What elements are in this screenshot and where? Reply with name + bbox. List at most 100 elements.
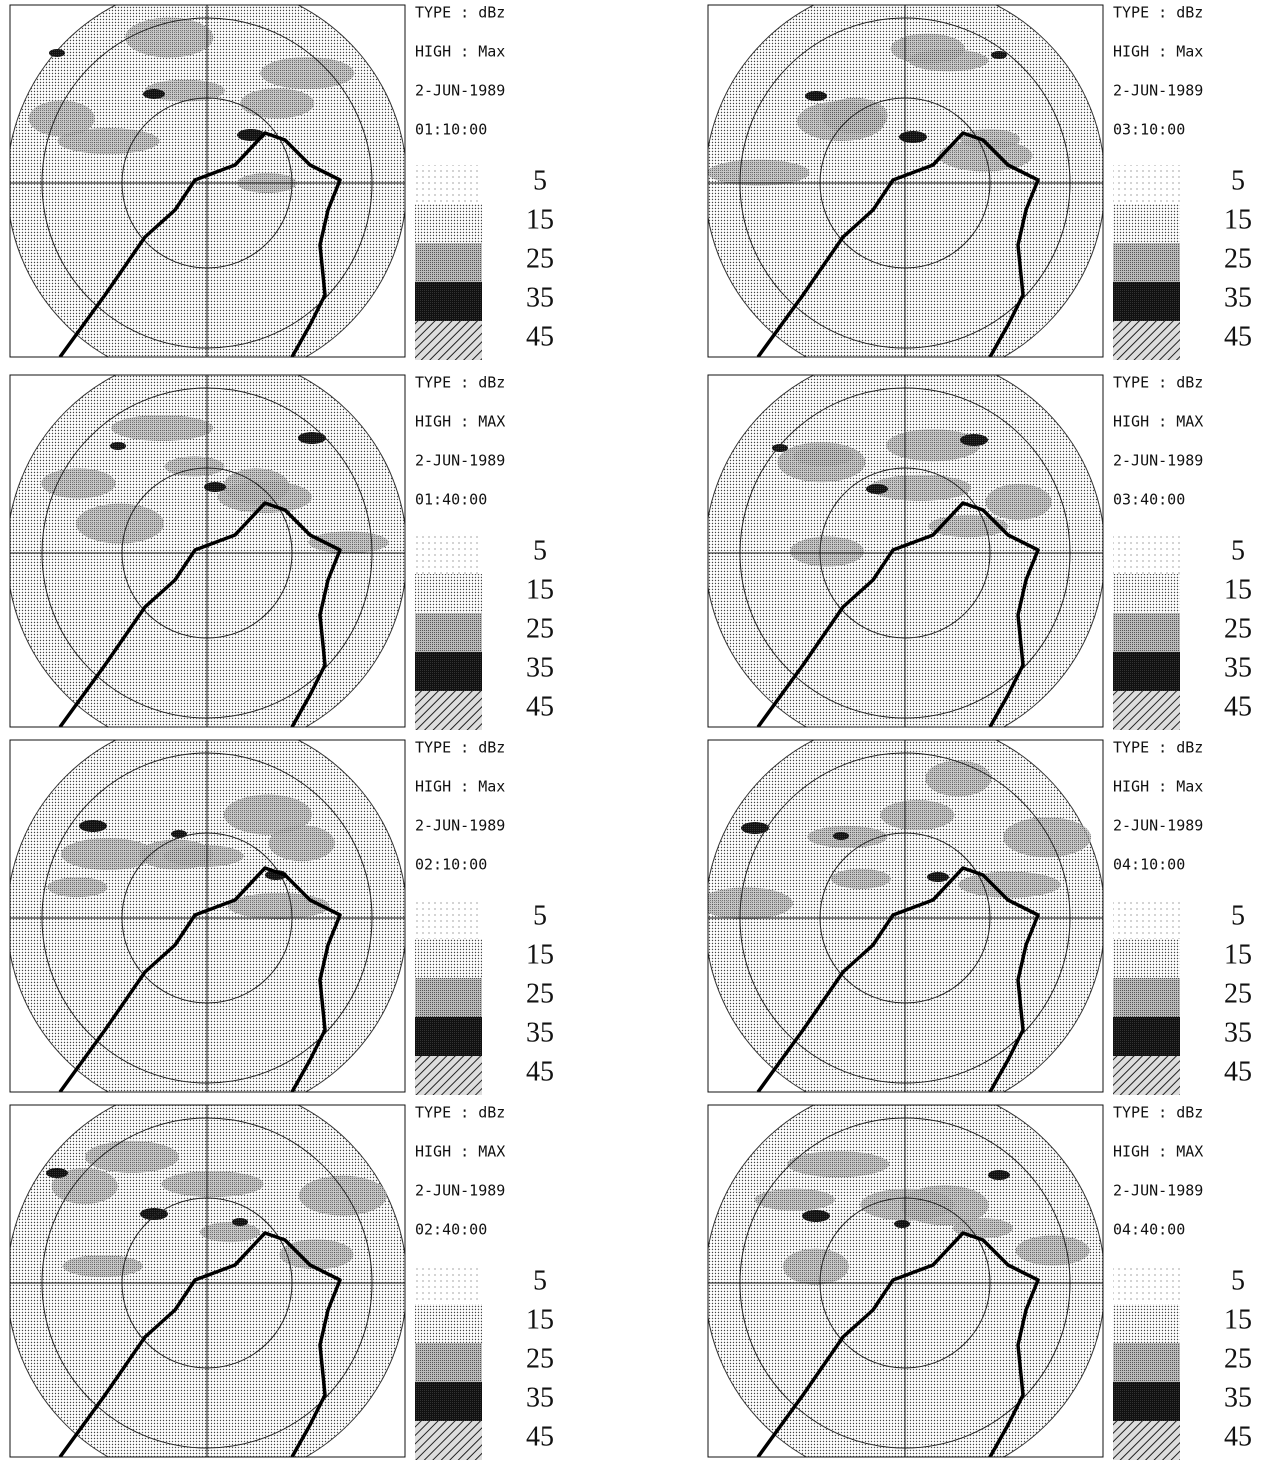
echo-core <box>894 1220 910 1228</box>
info-high: HIGH : Max <box>415 778 505 796</box>
echo-area <box>699 887 793 919</box>
legend-swatch <box>415 282 482 321</box>
legend-label: 45 <box>1224 1421 1252 1452</box>
legend-label: 5 <box>1231 900 1245 931</box>
echo-area <box>831 869 891 889</box>
legend-swatch <box>1113 282 1180 321</box>
info-time: 04:10:00 <box>1113 856 1185 874</box>
echo-core <box>805 91 827 101</box>
echo-area <box>260 57 354 89</box>
info-high: HIGH : MAX <box>1113 413 1203 431</box>
legend-swatch <box>415 1382 482 1421</box>
echo-area <box>111 415 213 441</box>
info-date: 2-JUN-1989 <box>1113 452 1203 470</box>
legend-label: 5 <box>1231 165 1245 196</box>
radar-image <box>7 0 407 383</box>
echo-core <box>802 1210 830 1222</box>
info-type: TYPE : dBz <box>415 739 505 757</box>
legend-swatch <box>415 243 482 282</box>
echo-core <box>79 820 107 832</box>
legend-label: 5 <box>533 1265 547 1296</box>
info-time: 02:40:00 <box>415 1221 487 1239</box>
legend-label: 5 <box>1231 1265 1245 1296</box>
echo-area <box>47 877 107 897</box>
info-date: 2-JUN-1989 <box>1113 1182 1203 1200</box>
legend-swatch <box>415 204 482 243</box>
info-high: HIGH : MAX <box>415 1143 505 1161</box>
echo-core <box>143 89 165 99</box>
radar-panel: TYPE : dBzHIGH : Max2-JUN-198901:10:0051… <box>7 0 554 383</box>
legend-label: 45 <box>526 1421 554 1452</box>
legend-swatch <box>1113 165 1180 204</box>
echo-area <box>1003 817 1091 857</box>
radar-image <box>699 718 1105 1118</box>
legend-label: 25 <box>1224 243 1252 274</box>
info-type: TYPE : dBz <box>415 374 505 392</box>
legend-label: 15 <box>1224 204 1252 235</box>
legend-label: 35 <box>526 652 554 683</box>
legend-swatch <box>415 1265 482 1304</box>
info-time: 01:10:00 <box>415 121 487 139</box>
legend-swatch <box>415 165 482 204</box>
echo-area <box>908 49 988 71</box>
echo-core <box>49 49 65 57</box>
legend-swatch <box>1113 574 1180 613</box>
info-type: TYPE : dBz <box>1113 739 1203 757</box>
legend-label: 45 <box>526 1056 554 1087</box>
echo-area <box>707 160 809 186</box>
legend-swatch <box>415 900 482 939</box>
legend-label: 15 <box>526 939 554 970</box>
echo-area <box>777 442 865 482</box>
info-time: 03:40:00 <box>1113 491 1185 509</box>
legend-swatch <box>415 321 482 360</box>
legend-swatch <box>1113 1056 1180 1095</box>
echo-area <box>299 1176 387 1216</box>
echo-area <box>755 1189 835 1211</box>
echo-area <box>309 531 389 553</box>
echo-area <box>880 800 954 830</box>
legend-swatch <box>1113 900 1180 939</box>
echo-area <box>165 456 225 476</box>
echo-area <box>986 484 1052 520</box>
legend-swatch <box>1113 1304 1180 1343</box>
info-type: TYPE : dBz <box>1113 4 1203 22</box>
radar-figure: TYPE : dBz HIGH : Max 2-JUN-1989 01:10:00 5 1… <box>0 0 1270 1461</box>
legend-label: 35 <box>1224 1382 1252 1413</box>
legend-label: 35 <box>1224 282 1252 313</box>
info-type: TYPE : dBz <box>1113 374 1203 392</box>
legend-swatch <box>1113 204 1180 243</box>
echo-area <box>1016 1235 1090 1265</box>
echo-core <box>988 1170 1010 1180</box>
legend-label: 15 <box>526 1304 554 1335</box>
echo-area <box>85 1141 179 1173</box>
legend-swatch <box>1113 243 1180 282</box>
echo-core <box>899 131 927 143</box>
info-type: TYPE : dBz <box>1113 1104 1203 1122</box>
legend-label: 15 <box>526 574 554 605</box>
radar-image <box>7 353 407 753</box>
radar-image <box>7 1083 407 1461</box>
legend-swatch <box>415 574 482 613</box>
echo-area <box>164 845 244 867</box>
echo-core <box>232 1218 248 1226</box>
echo-area <box>218 481 312 513</box>
legend-label: 15 <box>1224 574 1252 605</box>
echo-area <box>240 88 314 118</box>
info-high: HIGH : MAX <box>415 413 505 431</box>
radar-panel: TYPE : dBzHIGH : MAX2-JUN-198904:40:0051… <box>705 1083 1252 1461</box>
legend-label: 15 <box>526 204 554 235</box>
legend-swatch <box>415 1056 482 1095</box>
legend-label: 35 <box>526 1382 554 1413</box>
info-time: 01:40:00 <box>415 491 487 509</box>
legend-swatch <box>1113 939 1180 978</box>
echo-core <box>866 484 888 494</box>
info-time: 02:10:00 <box>415 856 487 874</box>
legend-label: 25 <box>1224 613 1252 644</box>
echo-area <box>76 504 164 544</box>
echo-area <box>860 1189 954 1221</box>
info-high: HIGH : Max <box>1113 778 1203 796</box>
legend-label: 25 <box>1224 1343 1252 1374</box>
legend-swatch <box>415 1017 482 1056</box>
info-date: 2-JUN-1989 <box>415 817 505 835</box>
